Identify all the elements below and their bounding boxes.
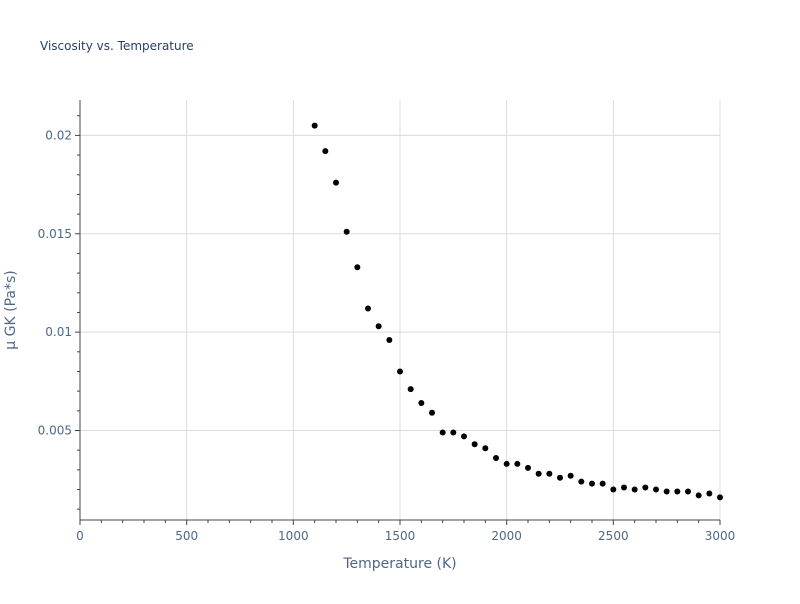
data-point [322,148,329,155]
data-point [311,122,318,129]
data-point [343,228,350,235]
data-point [610,486,617,493]
data-point [706,490,713,497]
chart-title: Viscosity vs. Temperature [40,39,194,53]
data-point [695,492,702,499]
data-point [514,460,521,467]
x-tick-label: 3000 [705,529,736,543]
y-tick-label: 0.01 [45,325,72,339]
tick-label-layer: 0 500 1000 1500 2000 2500 3000 0.005 0.01 0.015 0.… [38,128,736,543]
x-tick-label: 500 [175,529,198,543]
x-tick-label: 2500 [598,529,629,543]
data-points-layer [311,122,723,501]
data-point [535,470,542,477]
data-point [407,386,414,393]
data-point [621,484,627,491]
data-point [450,429,457,436]
data-point [386,337,393,343]
x-tick-label: 1000 [278,529,309,543]
y-axis-title: μ GK (Pa*s) [3,270,19,349]
data-point [375,323,382,330]
data-point [599,480,606,487]
data-point [717,494,723,501]
x-axis-title: Temperature (K) [342,556,456,572]
data-point [354,264,361,271]
axis-layer [75,100,721,525]
grid-layer [80,100,721,520]
data-point [429,409,435,416]
data-point [439,429,446,436]
y-tick-label: 0.005 [38,423,72,437]
data-point [461,433,467,440]
x-tick-label: 2000 [491,529,522,543]
data-point [365,305,371,312]
data-point [546,470,553,477]
y-tick-label: 0.015 [38,227,72,241]
data-point [631,486,638,493]
x-tick-label: 0 [76,529,84,543]
data-point [653,486,659,493]
data-point [333,179,339,186]
data-point [471,441,478,448]
data-point [567,472,574,479]
data-point [578,478,585,485]
data-point [525,464,531,471]
data-point [493,455,499,462]
data-point [642,484,649,491]
y-tick-label: 0.02 [45,128,72,142]
data-point [482,445,489,452]
data-point [418,399,425,406]
data-point [589,480,595,487]
data-point [557,474,563,481]
data-point [503,460,510,467]
data-point [663,488,670,495]
data-point [397,368,403,375]
data-point [674,488,681,495]
x-tick-label: 1500 [385,529,416,543]
data-point [685,488,691,495]
